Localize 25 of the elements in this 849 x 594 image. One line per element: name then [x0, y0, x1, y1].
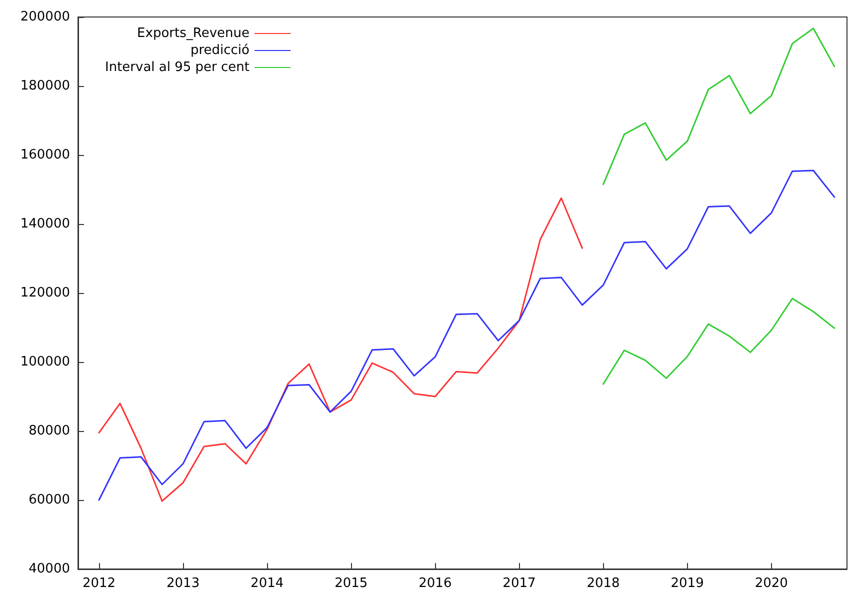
line-series	[602, 298, 836, 385]
y-tick-label: 100000	[20, 354, 70, 370]
x-tick-label: 2012	[82, 576, 116, 591]
legend-label: Exports_Revenue	[137, 26, 250, 41]
x-tick-label: 2020	[754, 576, 788, 591]
legend-label: predicció	[190, 43, 250, 58]
y-tick-label: 40000	[28, 562, 70, 576]
y-tick-label: 160000	[20, 148, 70, 162]
x-tick-label: 2018	[586, 576, 620, 591]
y-tick-label: 80000	[28, 424, 70, 438]
y-tick-label: 140000	[20, 216, 70, 232]
y-tick-label: 120000	[20, 286, 70, 300]
line-series	[98, 170, 836, 501]
x-tick-label: 2017	[502, 576, 536, 591]
line-series	[98, 197, 584, 502]
legend-label: Interval al 95 per cent	[104, 60, 250, 75]
x-tick-label: 2015	[334, 576, 368, 591]
x-tick-label: 2014	[250, 576, 284, 591]
y-tick-label: 60000	[28, 492, 70, 508]
x-tick-label: 2019	[670, 576, 704, 591]
line-series	[602, 28, 836, 186]
y-tick-label: 200000	[20, 10, 70, 24]
x-tick-label: 2013	[166, 576, 200, 591]
x-tick-label: 2016	[418, 576, 452, 591]
y-tick-label: 180000	[20, 78, 70, 94]
